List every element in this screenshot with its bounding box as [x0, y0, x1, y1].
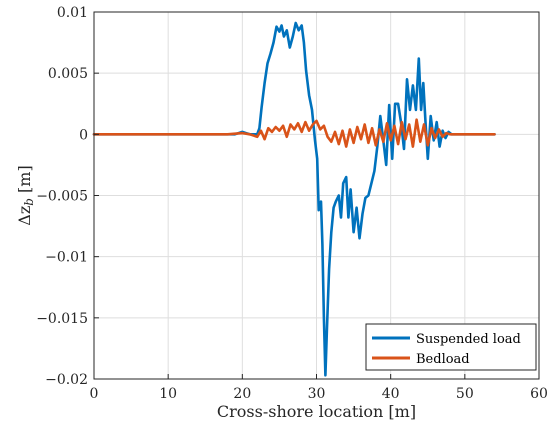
x-axis-title: Cross-shore location [m]: [217, 402, 416, 421]
series-layer: [92, 21, 496, 377]
legend-label-bedload: Bedload: [416, 352, 470, 367]
y-tick-label: 0.01: [57, 5, 88, 21]
x-tick-label: 0: [90, 386, 99, 402]
y-axis-title-unit: [m]: [15, 165, 34, 198]
x-tick-label: 10: [159, 386, 177, 402]
y-tick-label: 0: [79, 127, 88, 143]
legend-box: [365, 323, 537, 371]
x-tick-label: 30: [308, 386, 326, 402]
y-tick-label: −0.005: [36, 189, 88, 205]
y-tick-label: −0.015: [36, 311, 88, 327]
y-tick-label: −0.01: [45, 250, 88, 266]
series-line-suspended-load: [92, 21, 496, 377]
y-axis-title: Δzb [m]: [15, 165, 36, 225]
legend: Suspended load Bedload: [365, 323, 537, 371]
ticks: 0 10 20 30 40 50 60 0.01 0.005 0 −0.005 −0.01 −0.015…: [36, 5, 548, 402]
x-tick-label: 50: [456, 386, 474, 402]
x-tick-label: 60: [530, 386, 548, 402]
legend-label-suspended-load: Suspended load: [416, 332, 521, 347]
x-tick-label: 20: [233, 386, 251, 402]
y-axis-title-subscript: b: [22, 198, 36, 206]
y-tick-label: 0.005: [48, 66, 88, 82]
y-tick-label: −0.02: [45, 372, 88, 388]
series-line-bedload: [92, 118, 496, 148]
y-axis-title-main: Δz: [15, 206, 34, 226]
x-tick-label: 40: [382, 386, 400, 402]
